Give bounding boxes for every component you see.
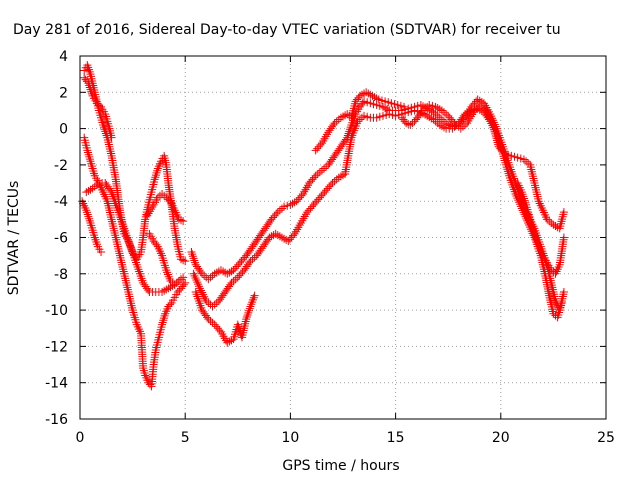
- plus-markers: [189, 104, 566, 322]
- y-tick-label: 2: [59, 85, 68, 101]
- x-tick-label: 0: [76, 430, 85, 446]
- x-axis-label: GPS time / hours: [282, 458, 399, 474]
- plus-markers: [80, 73, 116, 142]
- y-tick-label: -16: [45, 412, 68, 428]
- y-tick-label: -2: [54, 158, 68, 174]
- series-10: [191, 287, 259, 347]
- x-tick-label: 10: [281, 430, 299, 446]
- plus-markers: [82, 179, 185, 296]
- y-tick-label: -14: [45, 376, 68, 392]
- chart-title: Day 281 of 2016, Sidereal Day-to-day VTE…: [13, 22, 561, 38]
- series-6: [143, 189, 188, 226]
- series-3: [80, 73, 116, 142]
- plus-markers: [311, 88, 409, 155]
- y-tick-label: -8: [54, 267, 68, 283]
- y-axis-label: SDTVAR / TECUs: [6, 181, 22, 296]
- y-tick-label: -12: [45, 339, 68, 355]
- series-13: [513, 179, 568, 278]
- plus-markers: [191, 287, 259, 347]
- series-9: [189, 104, 566, 322]
- axis-ticks: 0 5 10 15 20 25 -16 -14 -12 -10 -8 -6 -4 -2 0 2 4: [45, 49, 615, 446]
- plus-markers: [513, 179, 568, 278]
- plot-frame: [79, 55, 607, 420]
- series-4: [78, 197, 106, 257]
- plus-markers: [143, 189, 188, 226]
- grid-lines: [80, 56, 606, 419]
- y-tick-label: -6: [54, 231, 68, 247]
- y-tick-label: -4: [54, 194, 68, 210]
- y-tick-label: 4: [59, 49, 68, 65]
- y-tick-label: 0: [59, 122, 68, 138]
- plus-markers: [80, 61, 190, 266]
- series-5: [82, 179, 185, 296]
- series-1: [80, 61, 190, 266]
- x-tick-label: 15: [387, 430, 405, 446]
- data-points: [78, 61, 568, 391]
- plus-markers: [78, 197, 106, 257]
- x-tick-label: 25: [597, 430, 615, 446]
- series-7: [145, 229, 188, 289]
- plus-markers: [80, 133, 190, 391]
- series-2: [80, 133, 190, 391]
- plus-markers: [145, 229, 188, 289]
- x-tick-label: 20: [492, 430, 510, 446]
- x-tick-label: 5: [181, 430, 190, 446]
- series-11: [311, 88, 409, 155]
- y-tick-label: -10: [45, 303, 68, 319]
- plus-markers: [397, 101, 568, 233]
- series-12: [397, 101, 568, 233]
